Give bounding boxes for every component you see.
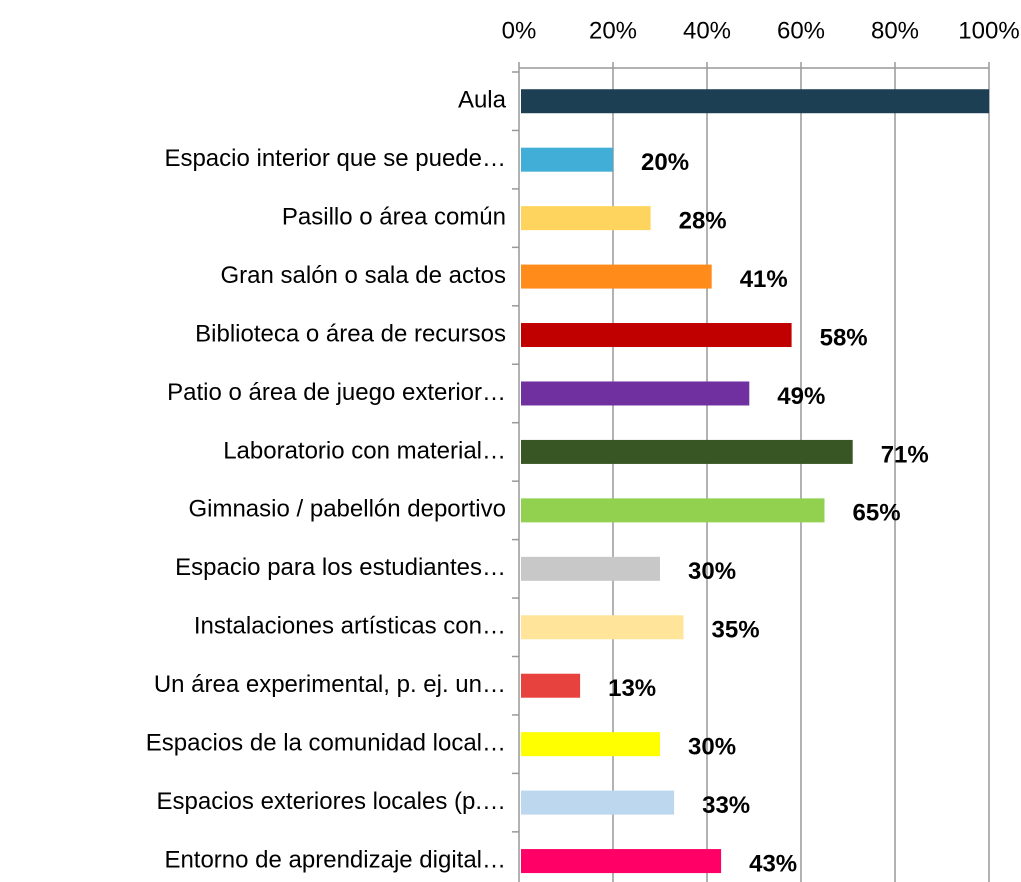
value-label: 41%: [740, 266, 788, 293]
bar: [521, 323, 792, 348]
value-label: 30%: [688, 734, 736, 761]
y-tick-label: Aula: [458, 87, 507, 114]
value-label: 30%: [688, 558, 736, 585]
value-label: 49%: [777, 383, 825, 410]
value-label: 20%: [641, 149, 689, 176]
y-tick-label: Espacios de la comunidad local…: [146, 730, 506, 757]
value-label: 43%: [749, 850, 797, 877]
bar: [521, 790, 675, 815]
y-tick-label: Patio o área de juego exterior…: [167, 379, 506, 406]
y-tick-label: Un área experimental, p. ej. un…: [154, 671, 506, 698]
y-tick-label: Espacio interior que se puede…: [164, 145, 506, 172]
x-tick-label: 20%: [589, 17, 637, 44]
bar: [521, 147, 613, 172]
y-tick-label: Laboratorio con material…: [223, 437, 506, 464]
bar: [521, 849, 722, 874]
y-tick-label: Pasillo o área común: [282, 203, 506, 230]
y-tick-label: Espacio para los estudiantes…: [175, 554, 506, 581]
x-tick-label: 80%: [871, 17, 919, 44]
bar: [521, 615, 684, 640]
bar: [521, 381, 750, 406]
bar: [521, 556, 660, 581]
bar: [521, 732, 660, 757]
bar: [521, 498, 825, 523]
x-tick-label: 60%: [777, 17, 825, 44]
bar: [521, 206, 651, 231]
value-label: 35%: [712, 617, 760, 644]
value-label: 58%: [820, 324, 868, 351]
value-label: 33%: [702, 792, 750, 819]
y-tick-label: Espacios exteriores locales (p.…: [157, 788, 506, 815]
x-tick-label: 100%: [958, 17, 1019, 44]
value-label: 13%: [608, 675, 656, 702]
bar: [521, 439, 853, 464]
bar: [521, 89, 989, 114]
value-label: 65%: [853, 500, 901, 527]
x-tick-label: 40%: [683, 17, 731, 44]
y-tick-label: Gimnasio / pabellón deportivo: [188, 496, 506, 523]
y-tick-label: Gran salón o sala de actos: [220, 262, 506, 289]
bar: [521, 264, 712, 289]
value-label: 28%: [679, 207, 727, 234]
y-tick-label: Entorno de aprendizaje digital…: [164, 846, 506, 873]
y-tick-label: Instalaciones artísticas con…: [194, 613, 506, 640]
y-tick-label: Biblioteca o área de recursos: [195, 320, 506, 347]
x-tick-label: 0%: [502, 17, 537, 44]
value-label: 71%: [881, 441, 929, 468]
bar: [521, 673, 581, 698]
